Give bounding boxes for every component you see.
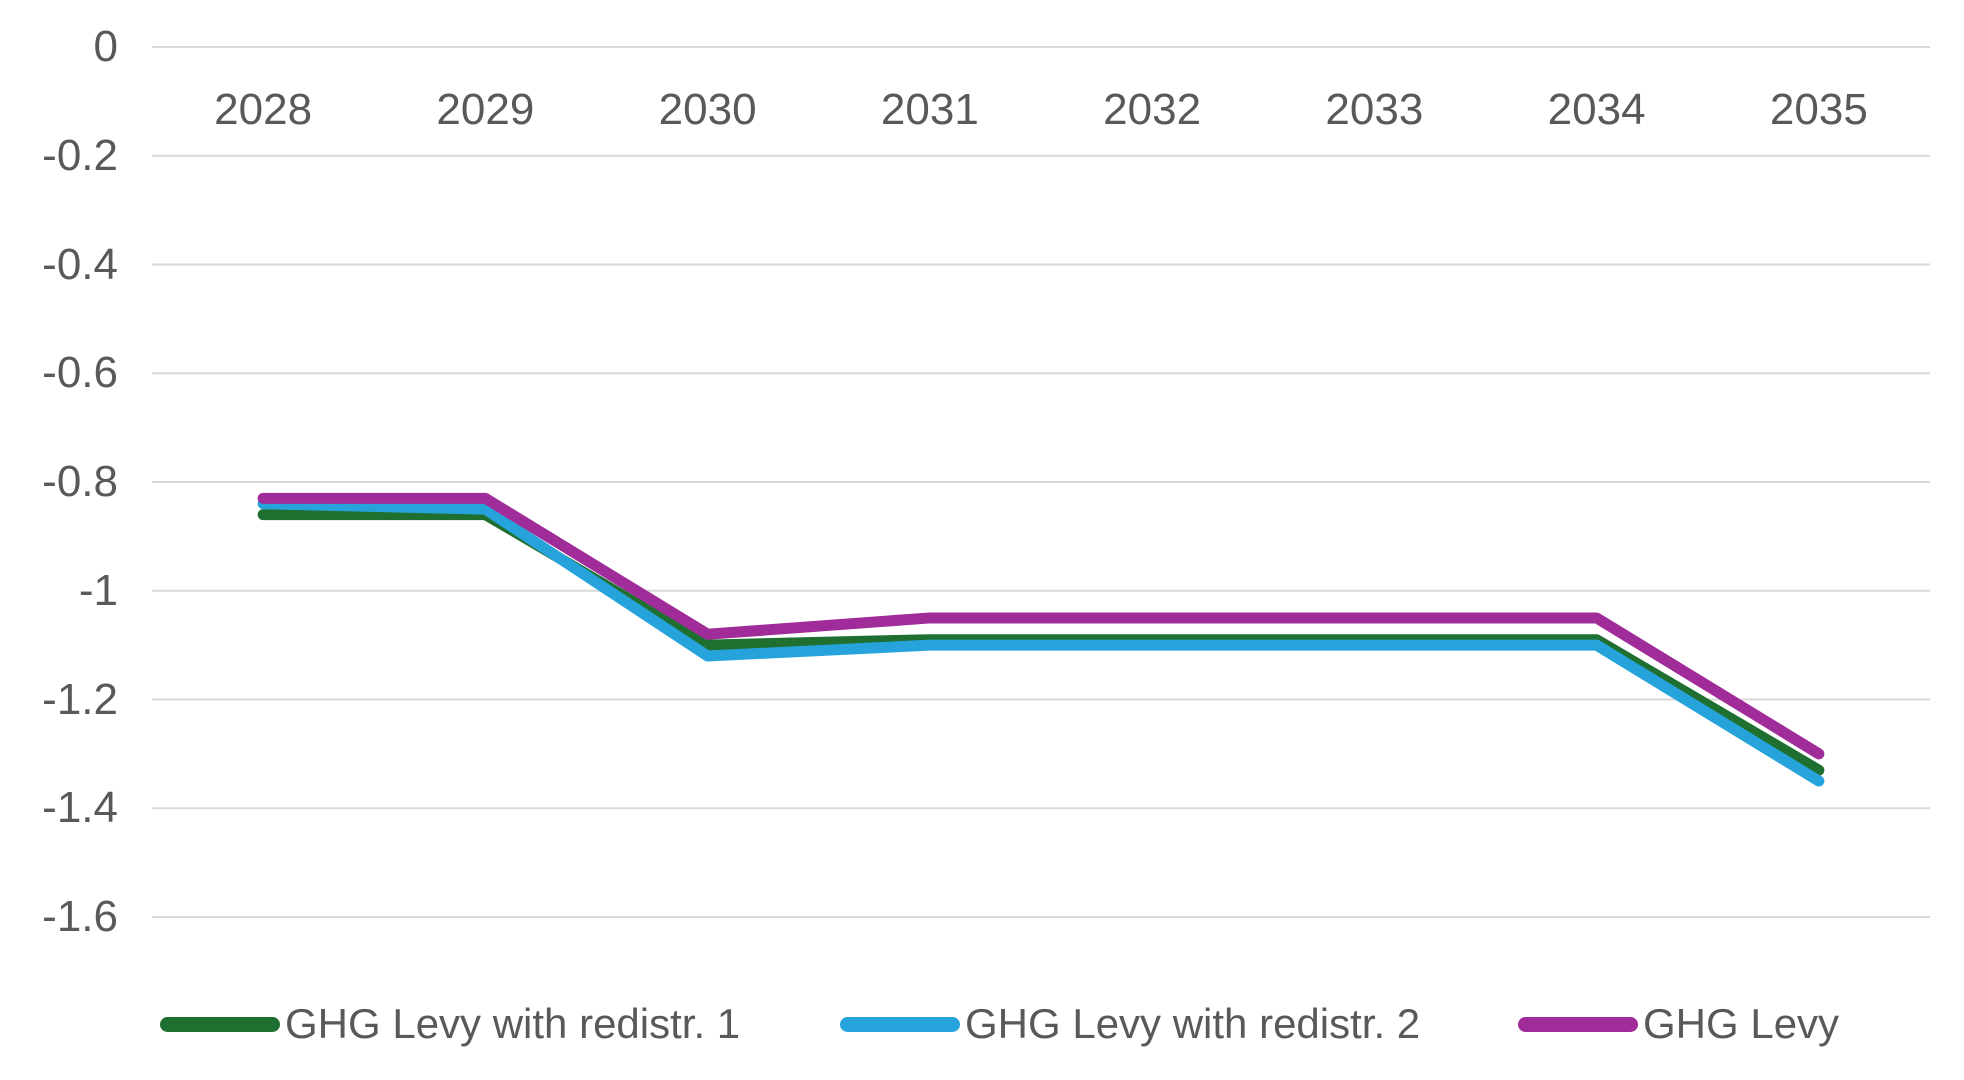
legend-label-ghg-levy: GHG Levy bbox=[1643, 1000, 1840, 1047]
legend-label-ghg-levy-with-redistr-2: GHG Levy with redistr. 2 bbox=[965, 1000, 1421, 1047]
y-tick-label-0-6: -0.6 bbox=[42, 348, 118, 398]
legend-item-ghg-levy-with-redistr-2: GHG Levy with redistr. 2 bbox=[840, 1000, 1420, 1048]
x-tick-label-2033: 2033 bbox=[1325, 85, 1424, 134]
y-tick-label-0-4: -0.4 bbox=[42, 239, 118, 289]
series-line-ghg-levy bbox=[257, 492, 1825, 760]
x-tick-label-2034: 2034 bbox=[1547, 85, 1646, 134]
x-tick-label-2030: 2030 bbox=[658, 85, 757, 134]
y-tick-label-1: -1 bbox=[78, 565, 118, 615]
legend-item-ghg-levy: GHG Levy bbox=[1518, 1000, 1839, 1048]
legend-swatch-ghg-levy-with-redistr-2 bbox=[840, 1016, 960, 1032]
legend-swatch-ghg-levy bbox=[1518, 1016, 1638, 1032]
y-tick-label-0-8: -0.8 bbox=[42, 457, 118, 506]
x-tick-label-2029: 2029 bbox=[436, 85, 535, 134]
legend-label-ghg-levy-with-redistr-1: GHG Levy with redistr. 1 bbox=[285, 1000, 741, 1047]
y-tick-label-0-2: -0.2 bbox=[42, 130, 118, 180]
x-tick-label-2028: 2028 bbox=[214, 85, 313, 134]
y-tick-label-1-6: -1.6 bbox=[42, 892, 118, 941]
y-tick-label-1-4: -1.4 bbox=[42, 783, 118, 833]
y-tick-label-1-2: -1.2 bbox=[42, 674, 118, 724]
x-tick-label-2035: 2035 bbox=[1769, 85, 1868, 134]
y-tick-label-0: 0 bbox=[93, 22, 118, 71]
legend-item-ghg-levy-with-redistr-1: GHG Levy with redistr. 1 bbox=[160, 1000, 740, 1048]
x-tick-label-2032: 2032 bbox=[1103, 85, 1202, 134]
legend-swatch-ghg-levy-with-redistr-1 bbox=[160, 1016, 280, 1032]
x-tick-label-2031: 2031 bbox=[880, 85, 979, 134]
series-line-ghg-levy-with-redistr-2 bbox=[257, 498, 1825, 787]
